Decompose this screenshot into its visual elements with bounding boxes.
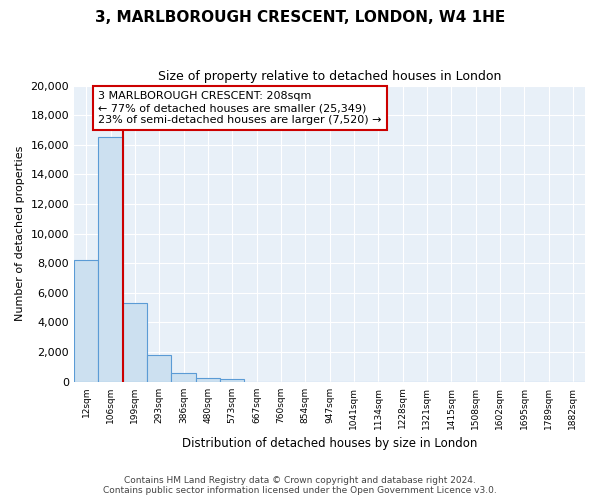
X-axis label: Distribution of detached houses by size in London: Distribution of detached houses by size … bbox=[182, 437, 477, 450]
Bar bbox=[98, 136, 123, 382]
Bar bbox=[147, 355, 172, 382]
Y-axis label: Number of detached properties: Number of detached properties bbox=[15, 146, 25, 322]
Bar bbox=[196, 378, 220, 382]
Text: 3, MARLBOROUGH CRESCENT, LONDON, W4 1HE: 3, MARLBOROUGH CRESCENT, LONDON, W4 1HE bbox=[95, 10, 505, 25]
Bar bbox=[74, 260, 98, 382]
Text: 3 MARLBOROUGH CRESCENT: 208sqm
← 77% of detached houses are smaller (25,349)
23%: 3 MARLBOROUGH CRESCENT: 208sqm ← 77% of … bbox=[98, 92, 382, 124]
Title: Size of property relative to detached houses in London: Size of property relative to detached ho… bbox=[158, 70, 501, 83]
Bar bbox=[220, 379, 244, 382]
Bar bbox=[123, 303, 147, 382]
Text: Contains HM Land Registry data © Crown copyright and database right 2024.
Contai: Contains HM Land Registry data © Crown c… bbox=[103, 476, 497, 495]
Bar bbox=[172, 373, 196, 382]
